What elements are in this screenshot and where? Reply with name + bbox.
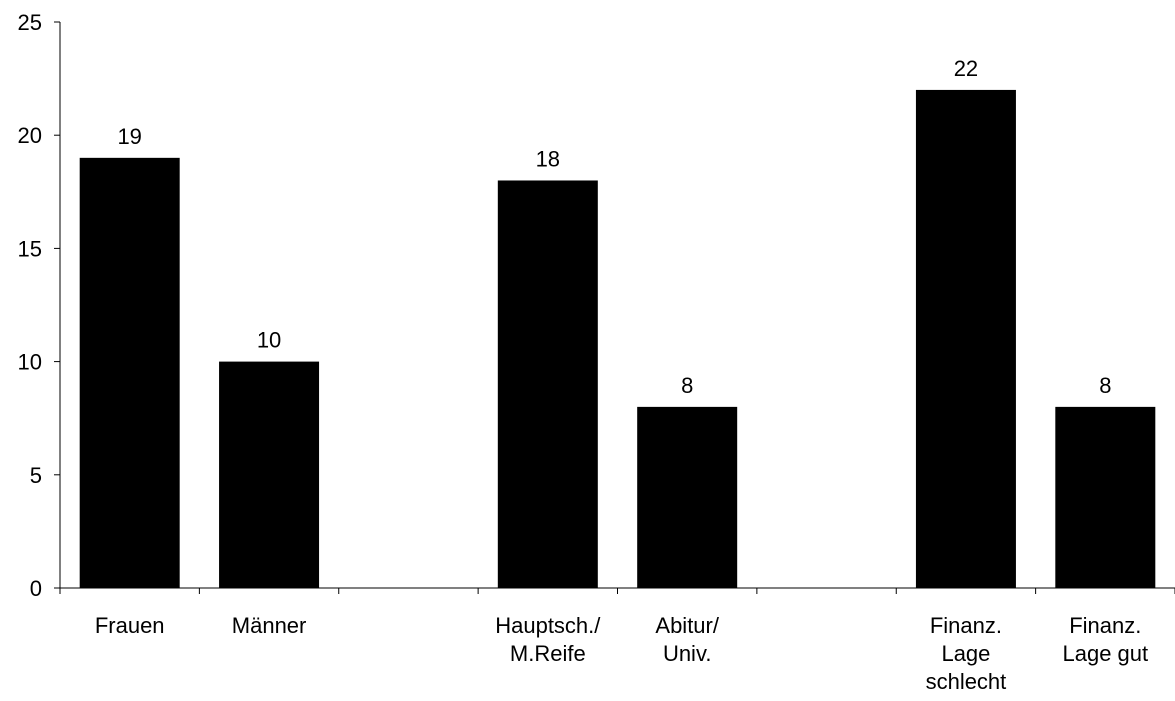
category-label: Frauen [95, 613, 165, 638]
category-label: Finanz. Lage schlecht [926, 613, 1007, 694]
y-tick-label: 0 [30, 576, 42, 601]
bar [219, 361, 320, 588]
y-tick-label: 20 [18, 123, 42, 148]
x-axis-ticks [59, 588, 1175, 594]
bar [1055, 406, 1156, 588]
category-labels: Frauen Männer Hauptsch./M.Reife Abitur/Univ… [95, 613, 1148, 694]
category-label: Hauptsch./M.Reife [495, 613, 601, 666]
bar-value-label: 8 [1099, 373, 1111, 398]
bars [79, 89, 1156, 589]
bar-value-label: 10 [257, 328, 281, 353]
bar [915, 89, 1016, 589]
category-label: Finanz. Lage gut [1062, 613, 1148, 666]
bar-value-label: 18 [536, 146, 560, 171]
y-tick-label: 5 [30, 463, 42, 488]
bar [79, 157, 180, 588]
y-tick-label: 15 [18, 236, 42, 261]
category-label: Abitur/Univ. [655, 613, 719, 666]
bar-value-label: 22 [954, 56, 978, 81]
bar-value-label: 8 [681, 373, 693, 398]
bar [637, 406, 738, 588]
data-labels: 19 10 18 8 22 8 [117, 56, 1111, 398]
y-tick-label: 10 [18, 350, 42, 375]
category-label: Männer [232, 613, 307, 638]
bar-value-label: 19 [117, 124, 141, 149]
bar [497, 180, 598, 589]
y-axis-ticks: 0 5 10 15 20 25 [18, 10, 60, 601]
y-tick-label: 25 [18, 10, 42, 35]
